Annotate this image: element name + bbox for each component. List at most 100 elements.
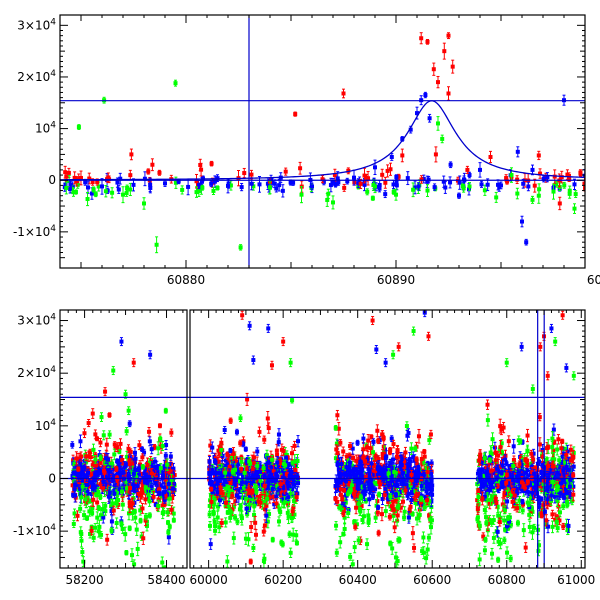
zoomed-red-baseline-point [586,176,590,187]
zoomed-blue-point-marker [457,193,461,198]
full-blue-point-marker [148,479,153,484]
zoomed-y-tick-label-exponent: 4 [50,224,56,234]
zoomed-green-point [436,116,440,131]
zoomed-green-point [173,79,178,87]
zoomed-blue-baseline-point-marker [118,176,123,181]
zoomed-red-point-marker [431,67,436,72]
full-blue-point-marker [113,483,118,488]
zoomed-green-baseline-point-marker [103,189,108,194]
zoomed-green-point [154,236,159,254]
zoomed-blue-baseline-point [462,175,467,184]
full-blue-point-marker [93,484,98,489]
zoomed-green-baseline-point [73,189,78,195]
zoomed-y-tick-label-exponent: 4 [50,69,56,79]
full-light-curve-panel: 58200 58400 60000 60200 60400 60600 60800 61000… [13,309,595,587]
zoomed-red-baseline-point-marker [532,183,537,188]
zoomed-red-baseline-point [249,169,254,180]
zoomed-green-point-marker [91,187,96,192]
full-green-point-marker [120,527,125,532]
full-blue-point-marker [93,472,98,477]
full-red-point-marker [82,431,87,436]
zoomed-green-point-marker [173,81,178,86]
full-green-point-marker [98,513,103,518]
full-green-point-marker [97,524,102,529]
zoomed-green-baseline-point-marker [173,180,178,185]
zoomed-red-baseline-point [128,169,133,181]
zoomed-blue-point [515,146,520,158]
zoomed-red-point-marker [106,175,111,180]
zoomed-blue-baseline-point-marker [479,182,484,187]
full-green-point [110,572,114,578]
zoomed-blue-point-marker [163,181,167,186]
full-green-point-marker [143,483,148,488]
zoomed-blue-baseline-point-marker [496,182,501,187]
full-red-point-marker [98,440,103,445]
full-blue-point [93,471,98,478]
full-green-point-marker [72,511,77,516]
full-green-point [171,517,176,523]
zoomed-green-baseline-point-marker [228,183,233,188]
full-green-point-marker [80,550,85,555]
zoomed-red-baseline-point [538,168,543,179]
zoomed-green-point-marker [76,125,81,130]
zoomed-y-tick-label: 3×104 [17,17,56,32]
full-green-point [127,525,132,532]
zoomed-green-point [440,134,445,144]
full-green-point [80,547,85,557]
full-green-point [165,508,170,517]
full-green-point-marker [132,562,137,567]
full-green-point [138,505,143,516]
full-red-point-marker [157,423,162,428]
zoomed-blue-point-marker [257,182,262,187]
full-green-point [79,533,84,548]
zoomed-green-baseline-point-marker [562,183,567,188]
zoomed-green-baseline-point-marker [251,184,256,189]
zoomed-blue-point-marker [310,184,314,189]
zoomed-blue-point [291,179,296,186]
zoomed-red-baseline-point-marker [128,173,133,178]
zoomed-green-point-marker [467,184,472,189]
zoomed-green-baseline-point-marker [370,196,375,201]
zoomed-red-baseline-point-marker [72,175,77,180]
zoomed-blue-point-marker [100,184,104,189]
full-green-point-marker [90,506,95,511]
full-red-point [130,497,135,510]
full-green-point [158,435,163,443]
full-red-point [79,451,84,462]
zoomed-red-baseline-point-marker [419,177,424,182]
zoomed-blue-baseline-point-marker [405,176,410,181]
zoomed-blue-baseline-point-marker [356,181,361,186]
zoomed-red-point [557,196,562,211]
zoomed-blue-point-marker [423,93,428,98]
zoomed-green-baseline-point-marker [196,188,201,193]
zoomed-blue-point [209,180,214,188]
zoomed-red-point [129,148,134,161]
zoomed-red-baseline-point-marker [298,166,303,171]
zoomed-blue-baseline-point-marker [89,191,94,196]
zoomed-red-point-marker [362,173,367,178]
full-blue-point-marker [135,484,140,489]
zoomed-red-baseline-point-marker [552,174,557,179]
zoomed-red-point [436,75,440,89]
full-blue-point-marker [98,469,103,474]
zoomed-blue-baseline-point [118,172,123,185]
zoomed-red-baseline-point-marker [66,170,71,175]
full-green-point-marker [91,535,96,540]
zoomed-green-baseline-point [110,187,115,199]
full-red-point-marker [88,472,93,477]
zoomed-red-point [450,59,455,74]
full-green-point-marker [110,461,115,466]
full-green-point [101,430,106,441]
full-red-point [75,510,80,522]
zoomed-y-tick-label: 104 [35,121,56,136]
full-green-point-marker [81,559,86,564]
zoomed-red-point-marker [465,167,470,172]
full-green-point-marker [88,531,93,536]
zoomed-red-baseline-point [515,175,520,185]
zoomed-green-baseline-point-marker [211,188,216,193]
full-blue-point-marker [162,473,167,478]
zoomed-green-point-marker [440,136,445,141]
full-blue-point-marker [152,468,157,473]
full-red-point [141,531,146,545]
zoomed-green-point-marker [238,245,243,250]
